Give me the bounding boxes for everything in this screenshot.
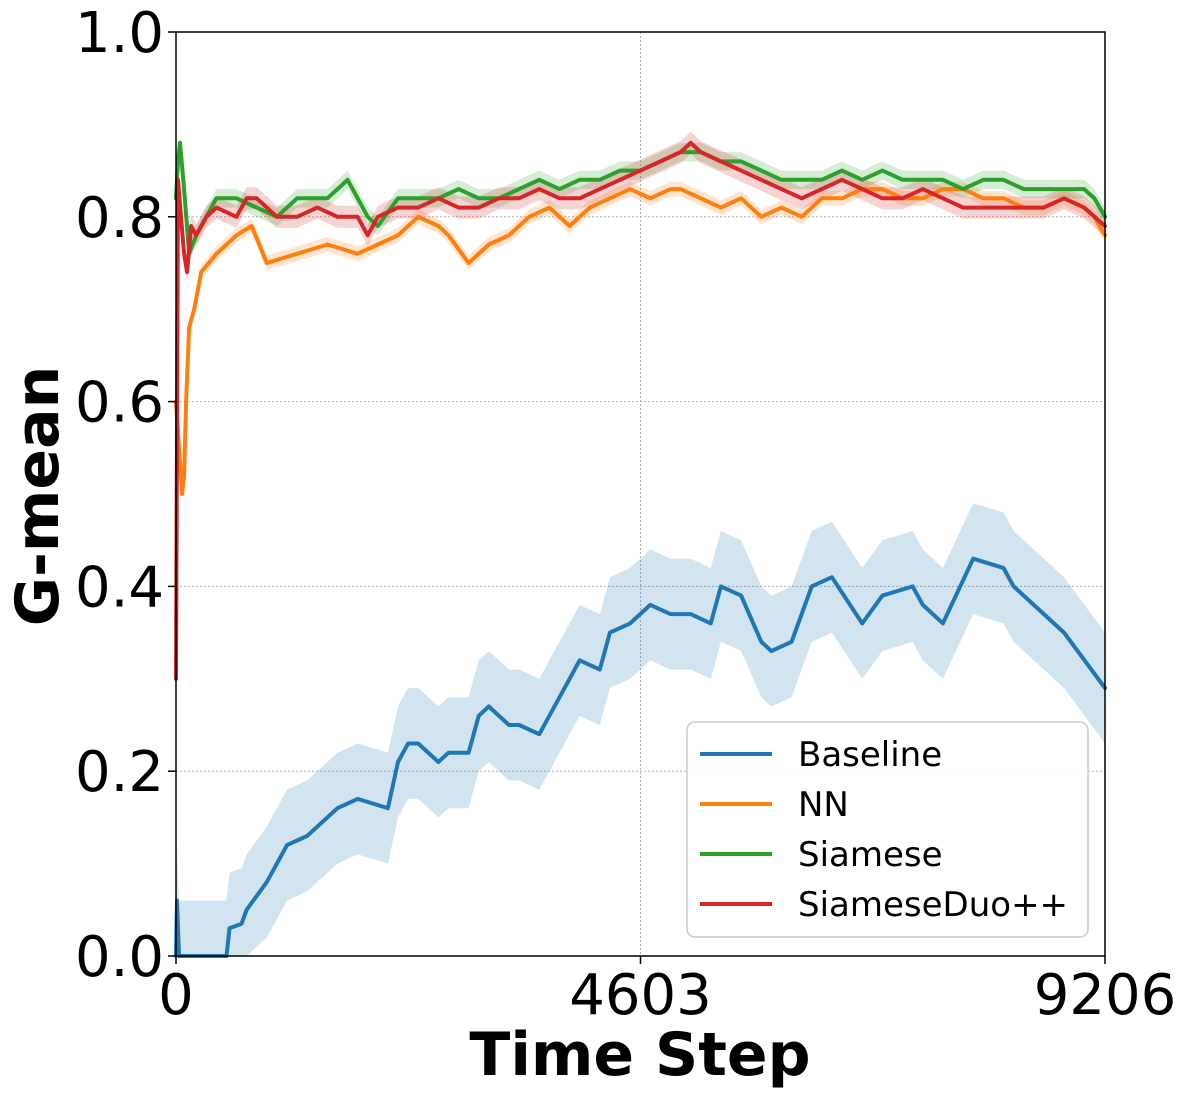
legend-label-nn: NN [798, 785, 849, 825]
line-siameseduo [174, 140, 1107, 681]
y-tick-label: 0.8 [75, 186, 164, 251]
band-baseline [176, 503, 1105, 956]
legend-label-baseline: Baseline [798, 735, 942, 775]
series-lines [174, 140, 1107, 958]
legend-label-siamese: Siamese [798, 835, 943, 875]
line-baseline [174, 556, 1107, 958]
x-tick-label: 0 [158, 963, 194, 1028]
line-siamese [174, 140, 1107, 256]
y-tick-label: 0.6 [75, 371, 164, 436]
x-axis-label: Time Step [469, 1020, 810, 1090]
x-tick-label: 9206 [1034, 963, 1177, 1028]
legend-label-siameseduo: SiameseDuo++ [798, 885, 1068, 925]
line-nn [174, 187, 1107, 496]
confidence-bands [176, 131, 1105, 956]
legend-box [686, 721, 1089, 938]
y-tick-label: 1.0 [75, 1, 164, 66]
y-tick-label: 0.4 [75, 555, 164, 620]
x-tick-label: 4603 [569, 963, 712, 1028]
band-siamese [176, 133, 1105, 263]
y-tick-label: 0.0 [75, 925, 164, 990]
y-tick-label: 0.2 [75, 740, 164, 805]
y-axis-label: G-mean [3, 366, 73, 627]
axis-ticks: 0.0 0.2 0.4 0.6 0.8 1.0 0 4603 9206 [75, 1, 1176, 1028]
legend: Baseline NN Siamese SiameseDuo++ [686, 721, 1089, 938]
